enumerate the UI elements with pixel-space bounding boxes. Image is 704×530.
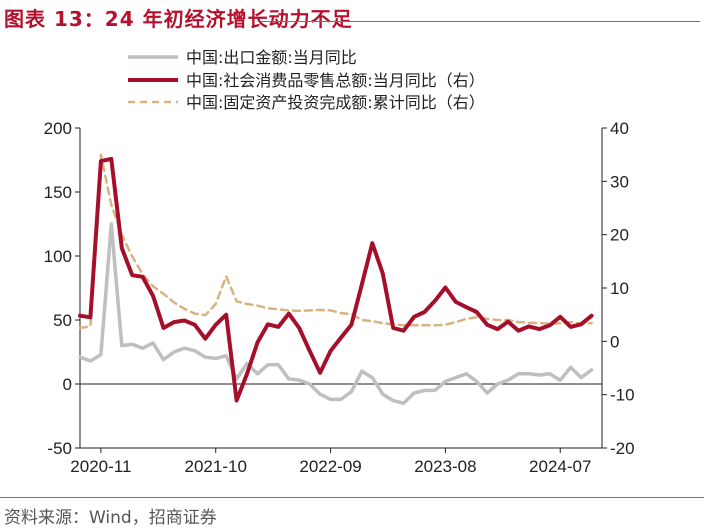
source-note: 资料来源：Wind，招商证券	[4, 508, 217, 528]
x-tick-label: 2023-08	[414, 457, 476, 476]
left-tick-label: -50	[47, 439, 72, 458]
source-rule	[0, 497, 704, 498]
right-tick-label: 20	[610, 226, 629, 245]
right-tick-label: -20	[610, 439, 635, 458]
series-line-0	[78, 222, 594, 405]
title-rule	[260, 21, 700, 22]
legend-label-1: 中国:社会消费品零售总额:当月同比（右）	[186, 71, 485, 90]
right-tick-label: 40	[610, 119, 629, 138]
x-tick-label: 2024-07	[529, 457, 591, 476]
chart-canvas: -50 0 50 100 150 200 -20 -10 0 10 20 30 40 2020-11 202…	[44, 48, 635, 476]
axes-layer: -50 0 50 100 150 200 -20 -10 0 10 20 30 40 2020-11 202…	[44, 119, 635, 476]
left-tick-label: 100	[44, 247, 72, 266]
left-tick-label: 0	[63, 375, 72, 394]
series-line-1	[78, 156, 594, 403]
right-tick-label: 10	[610, 279, 629, 298]
x-tick-label: 2021-10	[185, 457, 247, 476]
left-tick-label: 150	[44, 183, 72, 202]
left-tick-label: 50	[53, 311, 72, 330]
x-tick-label: 2020-11	[70, 457, 131, 476]
right-tick-label: 30	[610, 172, 629, 191]
right-tick-label: 0	[610, 332, 619, 351]
x-tick-label: 2022-09	[299, 457, 361, 476]
series-line-2	[78, 153, 593, 330]
legend-label-2: 中国:固定资产投资完成额:累计同比（右）	[186, 93, 485, 112]
right-tick-label: -10	[610, 386, 635, 405]
legend-label-0: 中国:出口金额:当月同比	[186, 48, 357, 67]
series-layer	[78, 153, 594, 405]
left-tick-label: 200	[44, 119, 72, 138]
chart-title: 图表 13：24 年初经济增长动力不足	[4, 7, 353, 31]
